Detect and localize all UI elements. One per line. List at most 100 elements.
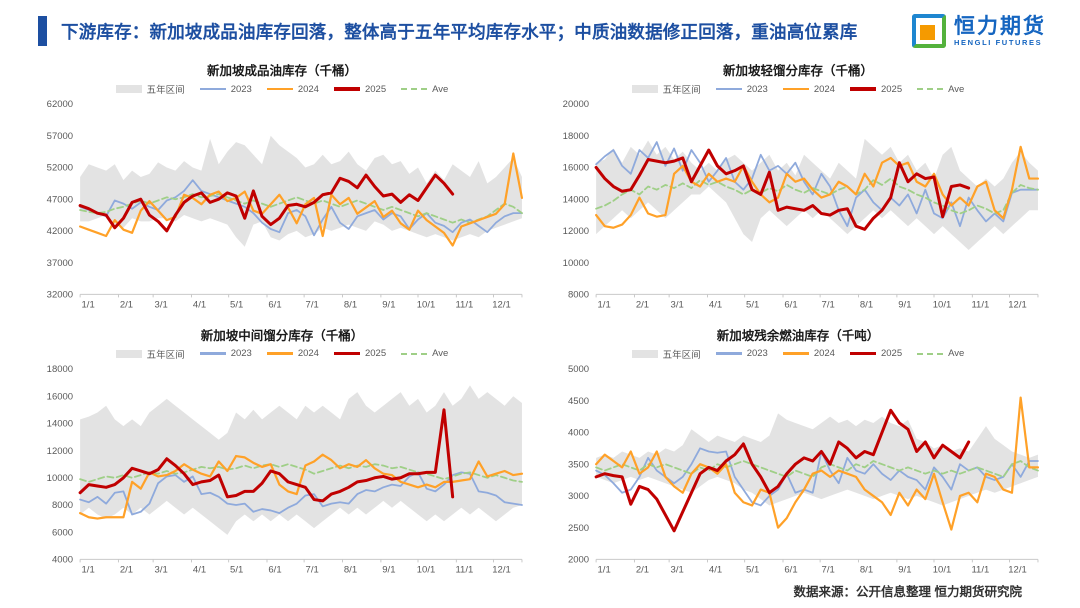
x-tick-label: 9/1	[382, 299, 395, 310]
chart-legend: 五年区间 2023 2024 2025 Ave	[546, 347, 1050, 361]
x-tick-label: 7/1	[306, 564, 319, 575]
series-2024-line	[79, 152, 524, 247]
x-tick-label: 3/1	[155, 564, 168, 575]
legend-label: 2023	[230, 348, 252, 359]
y-tick-label: 18000	[47, 364, 73, 375]
legend-swatch-s2024	[782, 352, 809, 355]
y-tick-label: 16000	[47, 391, 73, 402]
y-tick-label: 14000	[47, 418, 73, 429]
legend-label: 五年区间	[146, 85, 185, 96]
x-tick-label: 6/1	[784, 299, 797, 310]
series-2023-line	[79, 470, 523, 515]
chart-residual-fuel: 新加坡残余燃油库存（千吨） 五年区间 2023 2024 2025 Ave 2000 25…	[546, 317, 1050, 582]
y-tick-label: 8000	[568, 290, 589, 301]
legend-label: 2025	[364, 83, 387, 95]
x-tick-label: 5/1	[230, 299, 243, 310]
chart-title: 新加坡残余燃油库存（千吨）	[716, 328, 880, 343]
legend-swatch-s2025	[333, 87, 360, 91]
x-tick-label: 6/1	[784, 564, 797, 575]
x-tick-label: 3/1	[155, 299, 168, 310]
charts-grid: 新加坡成品油库存（千桶） 五年区间 2023 2024 2025 Ave 32000 37…	[0, 50, 1080, 581]
x-tick-label: 1/1	[82, 299, 95, 310]
x-tick-label: 2/1	[636, 299, 649, 310]
legend-item-s2025: 2025	[333, 83, 387, 95]
y-tick-label: 62000	[47, 99, 73, 110]
x-tick-label: 4/1	[709, 564, 722, 575]
legend-item-ave: Ave	[917, 84, 964, 95]
chart-title: 新加坡成品油库存（千桶）	[206, 64, 357, 78]
legend-item-ave: Ave	[917, 348, 964, 359]
report-footer: 数据来源：公开信息整理 恒力期货研究院	[0, 581, 1080, 608]
legend-item-ave: Ave	[401, 84, 448, 95]
five-year-band	[80, 384, 522, 535]
x-tick-label: 7/1	[822, 299, 835, 310]
x-tick-label: 11/1	[455, 299, 473, 310]
series-2024-line	[595, 395, 1040, 531]
legend-label: Ave	[432, 83, 449, 95]
x-tick-label: 2/1	[120, 299, 133, 310]
x-tick-label: 12/1	[1008, 564, 1027, 575]
x-tick-label: 10/1	[933, 564, 952, 575]
legend-label: Ave	[948, 83, 965, 95]
legend-swatch-s2025	[849, 87, 876, 91]
y-tick-label: 2500	[568, 522, 589, 533]
five-year-band	[80, 135, 522, 247]
x-tick-label: 5/1	[746, 564, 759, 575]
y-tick-label: 4500	[568, 395, 589, 406]
series-2025-line	[78, 407, 455, 502]
series-Ave-line	[595, 177, 1039, 215]
y-tick-label: 14000	[563, 194, 589, 205]
logo-inner-square	[920, 25, 935, 40]
y-tick-label: 52000	[47, 163, 73, 174]
legend-item-band: 五年区间	[631, 347, 701, 361]
y-tick-label: 4000	[568, 427, 589, 438]
x-tick-label: 2/1	[120, 564, 133, 575]
legend-item-s2024: 2024	[266, 348, 319, 359]
series-2024-line	[595, 145, 1040, 229]
chart-plot-svg: 4000 6000 8000 10000 12000 14000 16000 18000 1/1…	[47, 364, 524, 575]
series-2025-line	[594, 148, 971, 231]
legend-swatch-s2023	[199, 87, 226, 91]
x-tick-label: 12/1	[492, 564, 511, 575]
chart-middle-distillates: 新加坡中间馏分库存（千桶） 五年区间 2023 2024 2025 Ave 4000 60…	[30, 317, 534, 582]
x-tick-label: 12/1	[1008, 299, 1027, 310]
chart-legend: 五年区间 2023 2024 2025 Ave	[546, 82, 1050, 96]
five-year-band	[596, 412, 1038, 505]
x-tick-label: 9/1	[382, 564, 395, 575]
chart-title: 新加坡中间馏分库存（千桶）	[200, 328, 364, 343]
legend-swatch-band	[115, 349, 142, 358]
x-tick-label: 9/1	[898, 299, 911, 310]
legend-item-band: 五年区间	[115, 82, 185, 96]
legend-label: 2023	[746, 348, 768, 359]
series-2024-line	[79, 453, 524, 520]
y-tick-label: 5000	[568, 364, 589, 375]
header-accent-bar	[38, 16, 47, 46]
y-tick-label: 6000	[52, 527, 73, 538]
legend-item-band: 五年区间	[631, 82, 701, 96]
y-tick-label: 8000	[52, 500, 73, 511]
legend-swatch-ave	[401, 88, 428, 90]
chart-legend: 五年区间 2023 2024 2025 Ave	[30, 347, 534, 361]
legend-swatch-band	[115, 85, 142, 93]
y-tick-label: 3500	[568, 459, 589, 470]
x-tick-label: 11/1	[455, 564, 473, 575]
logo-mark-icon	[912, 14, 946, 48]
x-tick-label: 10/1	[417, 564, 436, 575]
y-tick-label: 42000	[47, 226, 73, 237]
logo-name-en: HENGLI FUTURES	[954, 37, 1043, 47]
x-tick-label: 11/1	[971, 299, 989, 310]
legend-label: 2025	[364, 348, 387, 359]
legend-item-s2025: 2025	[333, 348, 387, 359]
legend-swatch-ave	[401, 352, 428, 355]
legend-swatch-s2023	[199, 352, 226, 355]
x-tick-label: 10/1	[417, 299, 436, 310]
x-tick-label: 8/1	[860, 299, 873, 310]
x-tick-label: 7/1	[306, 299, 319, 310]
chart-refined-products: 新加坡成品油库存（千桶） 五年区间 2023 2024 2025 Ave 32000 37…	[30, 52, 534, 317]
x-tick-label: 9/1	[898, 564, 911, 575]
y-tick-label: 32000	[47, 290, 73, 301]
legend-swatch-s2025	[333, 351, 360, 356]
x-tick-label: 8/1	[344, 299, 357, 310]
y-tick-label: 20000	[563, 99, 589, 110]
